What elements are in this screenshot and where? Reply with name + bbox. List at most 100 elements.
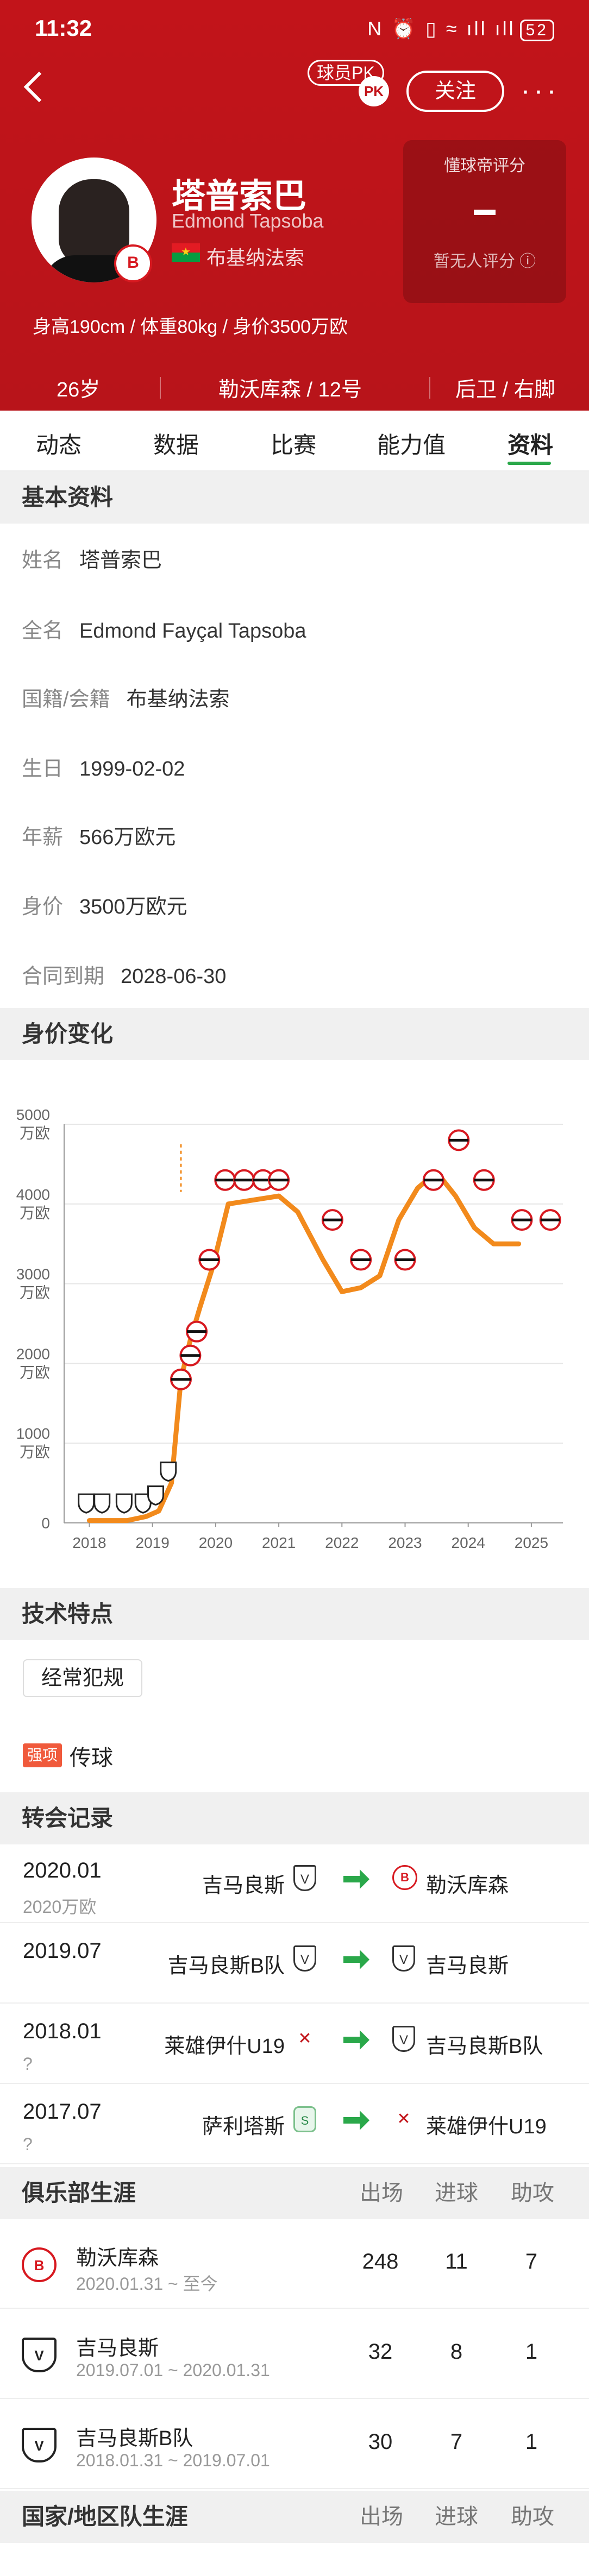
player-name: 塔普索巴: [172, 178, 307, 215]
info-row-contract: 合同到期 2028-06-30: [22, 959, 226, 989]
club-marker-vitoria: [78, 1493, 95, 1514]
value-line: [86, 1169, 522, 1523]
physical-stats: 身高190cm / 体重80kg / 身价3500万欧: [33, 317, 348, 337]
info-row-birthday: 生日 1999-02-02: [22, 752, 185, 782]
more-options-icon[interactable]: ···: [521, 74, 560, 106]
club-marker-vitoria: [134, 1493, 152, 1514]
national-career-title: 国家/地区队生涯: [22, 2504, 188, 2529]
tab-ability[interactable]: 能力值: [377, 432, 446, 458]
y-tick-label: 万欧: [20, 1205, 50, 1221]
info-row-nationality: 国籍/会籍 布基纳法索: [22, 682, 230, 712]
career-goals: 7: [450, 2430, 463, 2454]
info-row-value: 身价 3500万欧元: [22, 890, 187, 919]
career-goals: 8: [450, 2340, 463, 2364]
skill-tag: 经常犯规: [23, 1659, 142, 1697]
divider: [160, 377, 161, 399]
info-key: 国籍/会籍: [22, 688, 110, 711]
career-goals: 11: [445, 2250, 468, 2273]
y-tick-label: 1000: [16, 1425, 50, 1442]
tab-news[interactable]: 动态: [36, 432, 82, 458]
x-tick-label: 2025: [515, 1534, 548, 1549]
transfer-arrow-icon: [343, 1869, 369, 1889]
career-club-name: 吉马良斯B队: [76, 2427, 193, 2450]
transfer-fee: ?: [23, 2054, 33, 2074]
section-basic-info: 基本资料: [0, 471, 589, 524]
transfer-row[interactable]: 2018.01? 莱雄伊什U19 ✕ V 吉马良斯B队: [0, 2005, 589, 2084]
to-club-crest-icon[interactable]: V: [392, 2026, 415, 2052]
transfer-from-club[interactable]: 萨利塔斯: [202, 2115, 285, 2138]
transfer-from-club[interactable]: 莱雄伊什U19: [164, 2035, 285, 2058]
career-apps: 32: [368, 2340, 393, 2364]
info-value: 566万欧元: [79, 826, 176, 849]
player-header: 11:32 N ⏰ ▯ ≈ ıll ıll 52 球员PK PK 关注 ··· B…: [0, 0, 589, 411]
info-value: 2028-06-30: [121, 965, 227, 988]
tab-bar: 动态 数据 比赛 能力值 资料: [0, 411, 589, 471]
transfer-date: 2018.01: [23, 2019, 102, 2043]
career-apps: 30: [368, 2430, 393, 2454]
section-skills: 技术特点: [0, 1588, 589, 1640]
y-tick-label: 5000: [16, 1106, 50, 1123]
follow-button[interactable]: 关注: [406, 71, 504, 112]
x-tick-label: 2022: [325, 1534, 359, 1549]
transfer-row[interactable]: 2019.07 吉马良斯B队 V V 吉马良斯: [0, 1925, 589, 2004]
status-bar: 11:32 N ⏰ ▯ ≈ ıll ıll 52: [0, 0, 589, 60]
rating-card[interactable]: 懂球帝评分 暂无人评分 ⓘ: [403, 140, 566, 303]
transfer-to-club[interactable]: 勒沃库森: [426, 1874, 509, 1897]
to-club-crest-icon[interactable]: B: [392, 1865, 417, 1890]
from-club-crest-icon[interactable]: S: [293, 2106, 316, 2132]
club-marker-vitoria: [147, 1485, 164, 1506]
career-dates: 2018.01.31 ~ 2019.07.01: [76, 2451, 270, 2470]
strength-value: 传球: [70, 1746, 113, 1770]
transfer-row[interactable]: 2017.07? 萨利塔斯 S ✕ 莱雄伊什U19: [0, 2086, 589, 2164]
tab-stats[interactable]: 数据: [153, 432, 199, 458]
col-assists: 助攻: [511, 2181, 554, 2205]
club-crest-icon[interactable]: B: [114, 244, 152, 282]
club-crest-icon: V: [22, 2428, 57, 2462]
career-club-name: 勒沃库森: [76, 2247, 159, 2270]
y-tick-label: 万欧: [20, 1125, 50, 1142]
section-national-career: 国家/地区队生涯 出场 进球 助攻: [0, 2491, 589, 2543]
info-key: 全名: [22, 620, 64, 643]
tab-profile[interactable]: 资料: [507, 432, 554, 458]
club-career-row[interactable]: B 勒沃库森 2020.01.31 ~ 至今 248 11 7: [0, 2219, 589, 2309]
from-club-crest-icon[interactable]: V: [293, 1945, 316, 1972]
transfer-from-club[interactable]: 吉马良斯: [202, 1874, 285, 1897]
to-club-crest-icon[interactable]: ✕: [397, 2110, 411, 2128]
transfer-to-club[interactable]: 吉马良斯: [426, 1955, 509, 1977]
info-value: 布基纳法索: [126, 688, 230, 711]
career-assists: 1: [525, 2340, 538, 2364]
battery-icon: 52: [519, 20, 554, 41]
transfer-to-club[interactable]: 吉马良斯B队: [426, 2035, 543, 2058]
player-position: 后卫 / 右脚: [455, 379, 555, 401]
transfer-from-club[interactable]: 吉马良斯B队: [167, 1955, 285, 1977]
status-icons: N ⏰ ▯ ≈ ıll ıll 52: [367, 17, 554, 41]
info-value: 1999-02-02: [79, 758, 185, 780]
x-tick-label: 2020: [199, 1534, 233, 1549]
col-apps: 出场: [360, 2181, 403, 2205]
from-club-crest-icon[interactable]: ✕: [298, 2030, 312, 2048]
transfer-arrow-icon: [343, 2111, 369, 2130]
x-tick-label: 2023: [388, 1534, 422, 1549]
rating-value: [474, 210, 496, 215]
career-assists: 1: [525, 2430, 538, 2454]
club-career-row[interactable]: V 吉马良斯 2019.07.01 ~ 2020.01.31 32 8 1: [0, 2309, 589, 2399]
info-value: 塔普索巴: [79, 549, 162, 572]
player-name-en: Edmond Tapsoba: [172, 210, 324, 232]
y-tick-label: 2000: [16, 1345, 50, 1362]
back-arrow-icon[interactable]: [23, 71, 55, 103]
transfer-row[interactable]: 2020.01 2020万欧 吉马良斯 V B 勒沃库森: [0, 1844, 589, 1923]
info-key: 年薪: [22, 826, 64, 849]
pk-badge-icon[interactable]: PK: [359, 76, 389, 106]
from-club-crest-icon[interactable]: V: [293, 1865, 316, 1891]
club-career-row[interactable]: V 吉马良斯B队 2018.01.31 ~ 2019.07.01 30 7 1: [0, 2399, 589, 2489]
to-club-crest-icon[interactable]: V: [392, 1945, 415, 1972]
info-row-fullname: 全名 Edmond Fayçal Tapsoba: [22, 614, 306, 644]
tab-matches[interactable]: 比赛: [271, 432, 317, 458]
career-dates: 2020.01.31 ~ 至今: [76, 2274, 218, 2294]
transfer-date: 2020.01: [23, 1859, 102, 1882]
info-row-salary: 年薪 566万欧元: [22, 820, 176, 850]
col-goals: 进球: [435, 2181, 478, 2205]
transfer-to-club[interactable]: 莱雄伊什U19: [426, 2115, 547, 2138]
transfer-date: 2019.07: [23, 1939, 102, 1963]
